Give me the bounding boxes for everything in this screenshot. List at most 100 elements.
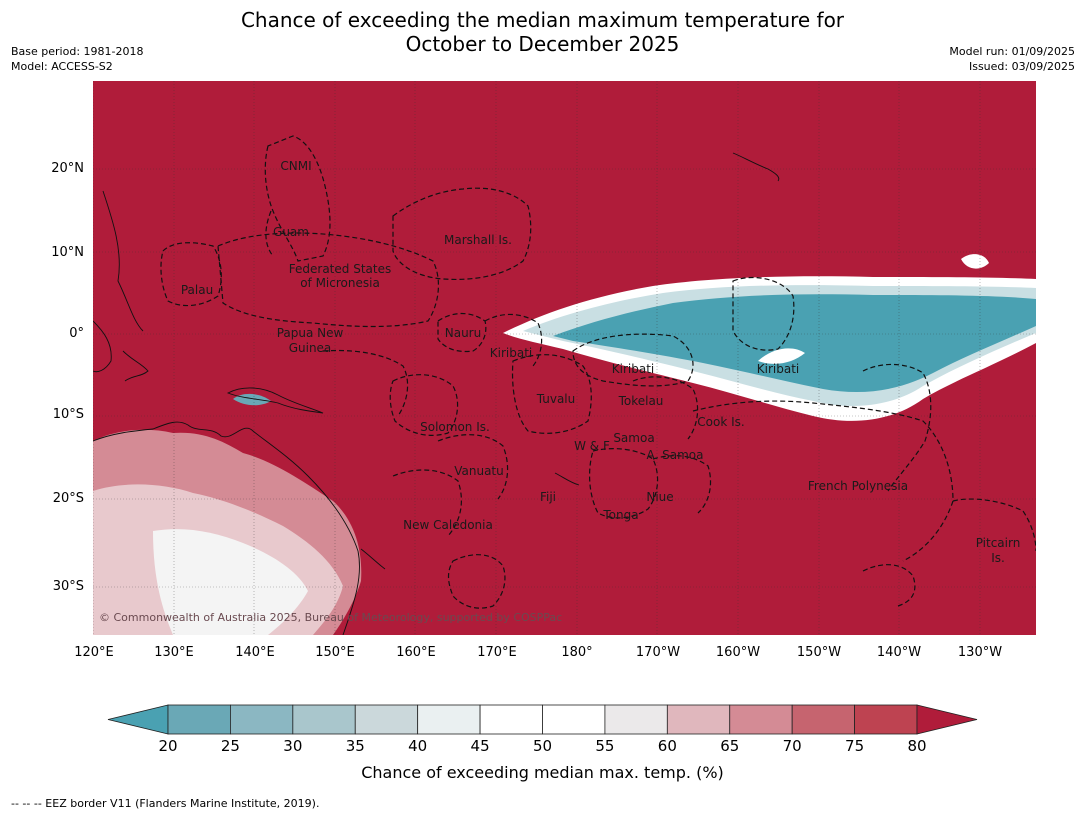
colorbar-segment xyxy=(292,704,356,735)
place-label: of Micronesia xyxy=(300,276,380,290)
coastlines xyxy=(93,152,780,635)
copyright-text: © Commonwealth of Australia 2025, Bureau… xyxy=(99,611,562,624)
colorbar-segment xyxy=(167,704,231,735)
lon-label-170e: 170°E xyxy=(477,645,517,660)
colorbar-segment xyxy=(230,704,294,735)
place-label: Samoa xyxy=(613,431,654,445)
eez-borders xyxy=(160,135,1036,609)
colorbar-segment xyxy=(542,704,606,735)
colorbar-tick-label: 65 xyxy=(720,737,740,755)
place-label: Kiribati xyxy=(490,346,532,360)
lon-label-150w: 150°W xyxy=(796,645,842,660)
borneo-coastline xyxy=(93,320,112,373)
place-label: A. Samoa xyxy=(647,448,704,462)
colorbar-tick-label: 55 xyxy=(595,737,615,755)
colorbar-tick-label: 30 xyxy=(283,737,303,755)
colorbar-tick-label: 80 xyxy=(907,737,927,755)
model-run: Model run: 01/09/2025 xyxy=(949,45,1075,58)
philippines-coastline xyxy=(102,190,144,332)
map-grid xyxy=(93,81,1036,635)
colorbar-segment xyxy=(604,704,668,735)
colorbar-tick-label: 45 xyxy=(470,737,490,755)
colorbar-tick-label: 35 xyxy=(345,737,365,755)
colorbar-segment xyxy=(666,704,731,735)
place-label: Solomon Is. xyxy=(420,420,490,434)
place-label: Tuvalu xyxy=(536,392,576,406)
place-label: Vanuatu xyxy=(454,464,504,478)
place-label: Federated States xyxy=(289,262,391,276)
place-label: Kiribati xyxy=(757,362,799,376)
colorbar-tick-label: 25 xyxy=(220,737,240,755)
place-label: Kiribati xyxy=(612,362,654,376)
place-label: Tonga xyxy=(602,508,638,522)
lon-label-120e: 120°E xyxy=(74,645,114,660)
colorbar-tick-label: 75 xyxy=(845,737,865,755)
place-label: Niue xyxy=(646,490,673,504)
hawaii-white-patch xyxy=(961,254,989,269)
lon-label-180: 180° xyxy=(561,645,593,660)
colorbar-over-arrow xyxy=(916,704,978,735)
png-coastline xyxy=(226,387,324,414)
lon-label-150e: 150°E xyxy=(315,645,355,660)
fiji-coastline xyxy=(554,472,580,486)
lon-label-160w: 160°W xyxy=(715,645,761,660)
meta-left: Base period: 1981-2018 Model: ACCESS-S2 xyxy=(11,44,143,74)
place-label: Pitcairn xyxy=(976,536,1021,550)
title-line-2: October to December 2025 xyxy=(405,32,680,56)
colorbar-segment xyxy=(729,704,793,735)
meta-right: Model run: 01/09/2025 Issued: 03/09/2025 xyxy=(949,44,1075,74)
colorbar-tick-label: 40 xyxy=(408,737,428,755)
place-label: Is. xyxy=(991,551,1005,565)
lon-label-140e: 140°E xyxy=(235,645,275,660)
lat-label-30s: 30°S xyxy=(52,579,84,594)
colorbar-segment xyxy=(479,704,543,735)
place-label: Palau xyxy=(181,283,213,297)
new-caledonia-coastline xyxy=(360,548,386,570)
lat-label-10n: 10°N xyxy=(51,245,84,260)
colorbar-label: Chance of exceeding median max. temp. (%… xyxy=(361,763,724,782)
lon-label-140w: 140°W xyxy=(876,645,922,660)
eez-footnote: -- -- -- EEZ border V11 (Flanders Marine… xyxy=(11,797,320,810)
lon-label-130e: 130°E xyxy=(154,645,194,660)
equatorial-anomaly-teal-core xyxy=(553,294,1036,393)
base-period: Base period: 1981-2018 xyxy=(11,45,144,58)
model-name: Model: ACCESS-S2 xyxy=(11,60,113,73)
place-label: French Polynesia xyxy=(808,479,908,493)
place-label: Cook Is. xyxy=(697,415,744,429)
sulawesi-coastline xyxy=(122,350,149,382)
hawaii-coastline xyxy=(732,152,780,182)
chart-title: Chance of exceeding the median maximum t… xyxy=(0,8,1085,56)
place-label: Marshall Is. xyxy=(444,233,512,247)
place-label: CNMI xyxy=(280,159,311,173)
lat-label-20n: 20°N xyxy=(51,161,84,176)
place-label: Nauru xyxy=(445,326,481,340)
colorbar-tick-label: 70 xyxy=(782,737,802,755)
australia-white-region xyxy=(153,529,308,635)
place-label: Papua New xyxy=(277,326,344,340)
australia-coastline xyxy=(93,421,360,635)
issued-date: Issued: 03/09/2025 xyxy=(968,60,1075,73)
colorbar-segment xyxy=(791,704,855,735)
place-label: Guam xyxy=(273,225,309,239)
place-label: New Caledonia xyxy=(403,518,493,532)
colorbar-under-arrow xyxy=(107,704,169,735)
place-label: Guinea xyxy=(289,341,332,355)
colorbar-tick-label: 50 xyxy=(532,737,553,755)
colorbar-segment xyxy=(854,704,918,735)
lat-label-0: 0° xyxy=(69,326,84,341)
colorbar-segment xyxy=(354,704,419,735)
colorbar-tick-label: 60 xyxy=(657,737,677,755)
lat-label-10s: 10°S xyxy=(52,407,84,422)
place-label: Tokelau xyxy=(618,394,664,408)
lon-label-130w: 130°W xyxy=(957,645,1003,660)
map-panel: CNMI Guam Marshall Is. Federated States of M… xyxy=(93,81,1036,635)
colorbar-segments xyxy=(107,704,978,735)
title-line-1: Chance of exceeding the median maximum t… xyxy=(240,8,845,32)
place-label: Fiji xyxy=(540,490,556,504)
anomaly-white-patch xyxy=(758,348,805,364)
lon-label-160e: 160°E xyxy=(396,645,436,660)
colorbar-tick-label: 20 xyxy=(158,737,178,755)
colorbar xyxy=(107,704,978,735)
place-label: W & F xyxy=(574,439,610,453)
